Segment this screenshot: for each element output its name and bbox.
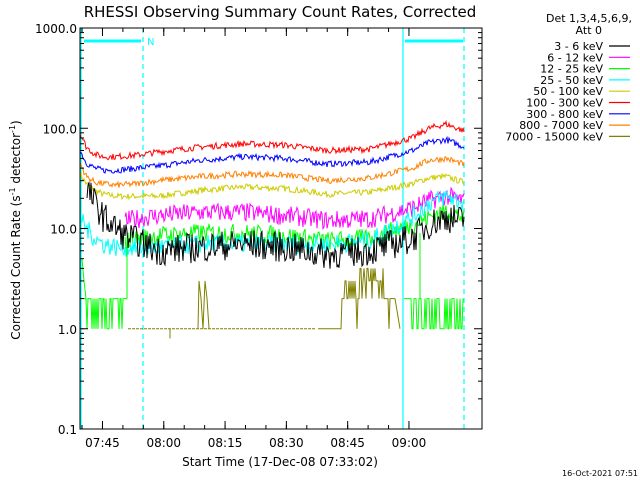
y-tick-label: 1.0	[58, 323, 77, 337]
series-line-0	[86, 182, 465, 269]
y-tick-label: 10.0	[50, 223, 77, 237]
green-start	[81, 258, 87, 299]
series-line-7	[79, 155, 465, 188]
legend-header-line2: Att 0	[576, 24, 602, 37]
legend-label: 7000 - 15000 keV	[505, 130, 603, 143]
series-line-5	[79, 119, 465, 161]
low-count-green-2	[404, 298, 464, 330]
y-axis: 1000.0 100.0 10.0 1.0 0.1	[35, 22, 482, 437]
legend-label: 300 - 800 keV	[526, 108, 603, 121]
plot-frame	[79, 27, 483, 430]
date-stamp: 16-Oct-2021 07:51	[562, 469, 638, 478]
y-axis-label-mid: detector	[9, 133, 23, 188]
x-tick-label: 07:45	[85, 436, 120, 450]
x-tick-label: 08:15	[208, 436, 243, 450]
x-tick-label: 08:45	[330, 436, 365, 450]
x-axis-label: Start Time (17-Dec-08 07:33:02)	[182, 455, 378, 469]
y-axis-label-end: )	[9, 120, 23, 125]
y-tick-label: 1000.0	[35, 22, 77, 36]
y-tick-label: 100.0	[43, 122, 77, 136]
olive-spike	[197, 280, 210, 329]
low-count-green-1	[84, 298, 127, 330]
x-axis: 07:45 08:00 08:15 08:30 08:45 09:00	[81, 28, 427, 450]
legend-label: 50 - 100 keV	[533, 85, 603, 98]
olive-flare	[317, 267, 401, 330]
legend-label: 100 - 300 keV	[526, 97, 603, 110]
legend-header-line1: Det 1,3,4,5,6,9,	[546, 12, 632, 25]
series-line-4	[79, 172, 465, 201]
series-line-1	[124, 186, 465, 231]
x-tick-label: 09:00	[392, 436, 427, 450]
y-axis-label-main: Corrected Count Rate (s	[9, 195, 23, 339]
chart-title: RHESSI Observing Summary Count Rates, Co…	[84, 3, 477, 21]
legend-label: 800 - 7000 keV	[519, 119, 603, 132]
y-axis-label-sup2: -1	[8, 125, 17, 133]
legend-label: 6 - 12 keV	[547, 51, 603, 64]
x-tick-label: 08:00	[146, 436, 181, 450]
x-tick-label: 08:30	[269, 436, 304, 450]
legend-label: 12 - 25 keV	[540, 63, 603, 76]
series-line-6	[79, 135, 465, 174]
legend-label: 3 - 6 keV	[554, 40, 603, 53]
plot-area: N	[79, 28, 465, 429]
y-axis-label: Corrected Count Rate (s-1 detector-1)	[8, 120, 23, 339]
y-axis-label-sup1: -1	[8, 187, 17, 195]
y-tick-label: 0.1	[58, 423, 77, 437]
saa-label: N	[147, 37, 154, 48]
legend-label: 25 - 50 keV	[540, 74, 603, 87]
